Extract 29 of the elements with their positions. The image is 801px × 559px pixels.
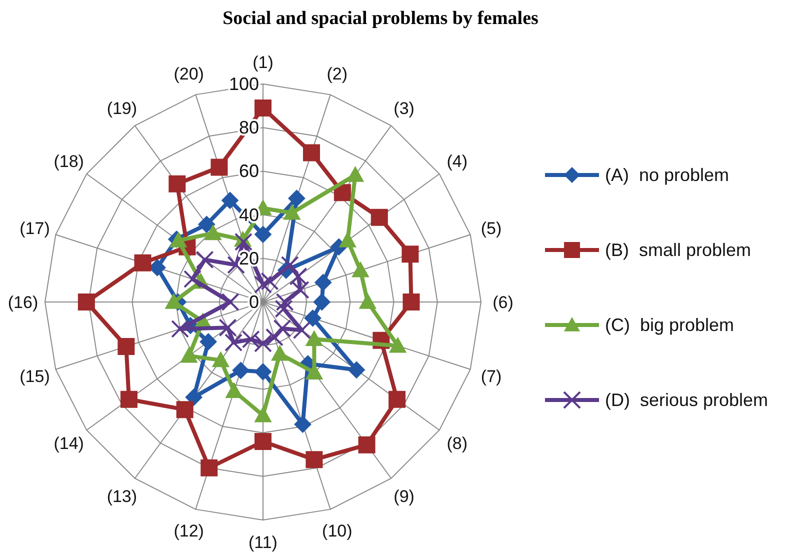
spoke-label: (7) — [480, 367, 502, 386]
spoke-label: (6) — [492, 293, 514, 312]
y-tick-label: 0 — [248, 292, 259, 312]
spoke-label: (5) — [480, 218, 502, 238]
spoke-label: (2) — [326, 64, 348, 84]
legend-label: (C) big problem — [605, 315, 734, 335]
y-tick-label: 40 — [238, 204, 259, 225]
spoke-label: (12) — [174, 521, 204, 540]
legend-label: (D) serious problem — [605, 390, 768, 410]
spoke-label: (16) — [8, 293, 38, 312]
spoke-label: (19) — [106, 98, 138, 118]
spoke-label: (14) — [54, 434, 84, 454]
spoke-label: (20) — [174, 64, 204, 84]
spoke-label: (10) — [322, 521, 352, 540]
spoke-label: (13) — [106, 487, 138, 506]
legend-label: (B) small problem — [605, 240, 752, 260]
spoke-label: (8) — [446, 434, 468, 454]
y-tick-label: 100 — [228, 74, 259, 94]
spoke-label: (18) — [54, 152, 84, 171]
legend-label: (A) no problem — [605, 165, 730, 185]
spoke-label: (3) — [394, 98, 414, 118]
spoke-label: (11) — [248, 533, 278, 552]
y-tick-label: 60 — [238, 161, 259, 182]
spoke-label: (15) — [20, 367, 50, 386]
spoke-label: (9) — [394, 487, 414, 506]
spoke-label: (1) — [252, 53, 274, 72]
spoke-label: (4) — [446, 152, 468, 171]
spoke-label: (17) — [20, 218, 50, 238]
chart-title: Social and spacial problems by females — [222, 8, 538, 29]
